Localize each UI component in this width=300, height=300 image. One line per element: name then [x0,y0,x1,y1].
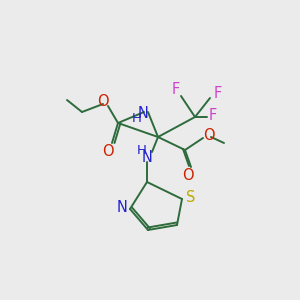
Text: H: H [132,112,142,125]
Text: S: S [186,190,196,206]
Text: N: N [142,149,152,164]
Text: F: F [172,82,180,98]
Text: O: O [203,128,215,142]
Text: F: F [214,86,222,101]
Text: N: N [138,106,148,122]
Text: O: O [102,143,114,158]
Text: O: O [97,94,109,109]
Text: H: H [137,145,147,158]
Text: N: N [117,200,128,215]
Text: F: F [209,107,217,122]
Text: O: O [182,167,194,182]
